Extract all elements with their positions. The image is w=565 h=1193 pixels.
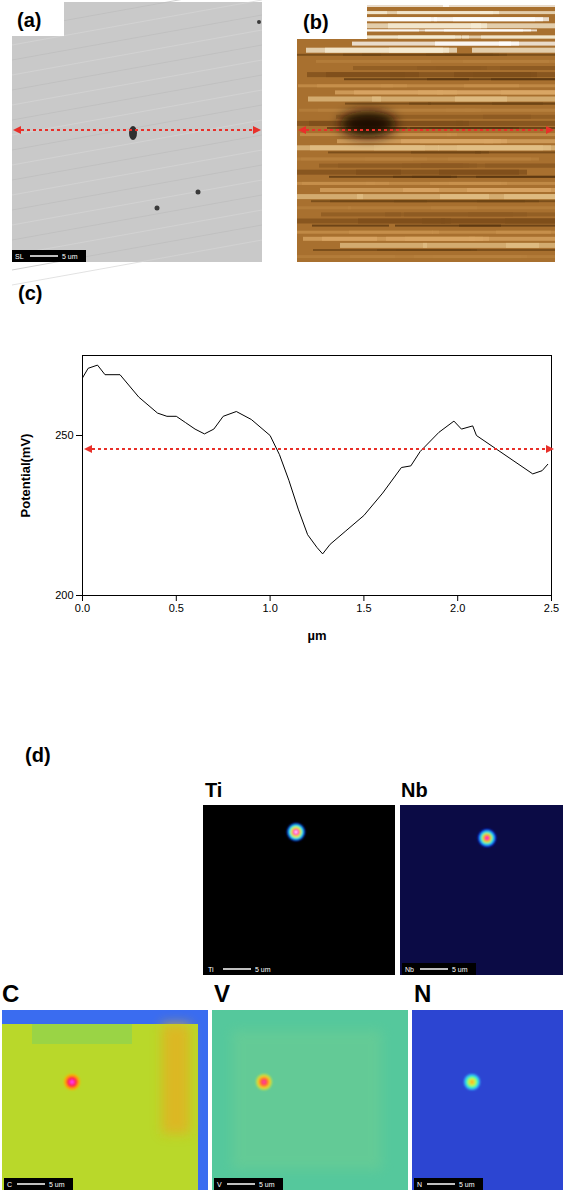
svg-text:Ti: Ti xyxy=(205,779,222,801)
svg-text:µm: µm xyxy=(307,628,326,643)
svg-text:V: V xyxy=(217,1181,222,1188)
svg-text:5 um: 5 um xyxy=(452,966,468,973)
svg-text:Nb: Nb xyxy=(401,779,428,801)
svg-text:C: C xyxy=(7,1181,12,1188)
svg-text:SL: SL xyxy=(15,253,24,260)
svg-text:V: V xyxy=(214,980,230,1007)
svg-text:(d): (d) xyxy=(25,744,51,766)
svg-text:5 um: 5 um xyxy=(255,966,271,973)
svg-text:(b): (b) xyxy=(303,11,329,33)
svg-text:N: N xyxy=(414,980,431,1007)
svg-text:250: 250 xyxy=(55,429,73,441)
svg-text:5 um: 5 um xyxy=(62,253,78,260)
svg-text:2.0: 2.0 xyxy=(450,602,465,614)
svg-text:Ti: Ti xyxy=(208,966,214,973)
svg-text:C: C xyxy=(2,980,19,1007)
svg-text:0.5: 0.5 xyxy=(169,602,184,614)
svg-text:(a): (a) xyxy=(17,9,41,31)
svg-text:1.5: 1.5 xyxy=(356,602,371,614)
svg-text:(c): (c) xyxy=(18,282,42,304)
svg-text:N: N xyxy=(417,1181,422,1188)
svg-text:2.5: 2.5 xyxy=(544,602,559,614)
svg-text:1.0: 1.0 xyxy=(262,602,277,614)
svg-text:Potential(mV): Potential(mV) xyxy=(18,434,33,518)
svg-text:200: 200 xyxy=(55,589,73,601)
svg-text:Nb: Nb xyxy=(405,966,414,973)
svg-text:5 um: 5 um xyxy=(259,1181,275,1188)
svg-text:5 um: 5 um xyxy=(49,1181,65,1188)
svg-text:0.0: 0.0 xyxy=(75,602,90,614)
svg-text:5 um: 5 um xyxy=(459,1181,475,1188)
